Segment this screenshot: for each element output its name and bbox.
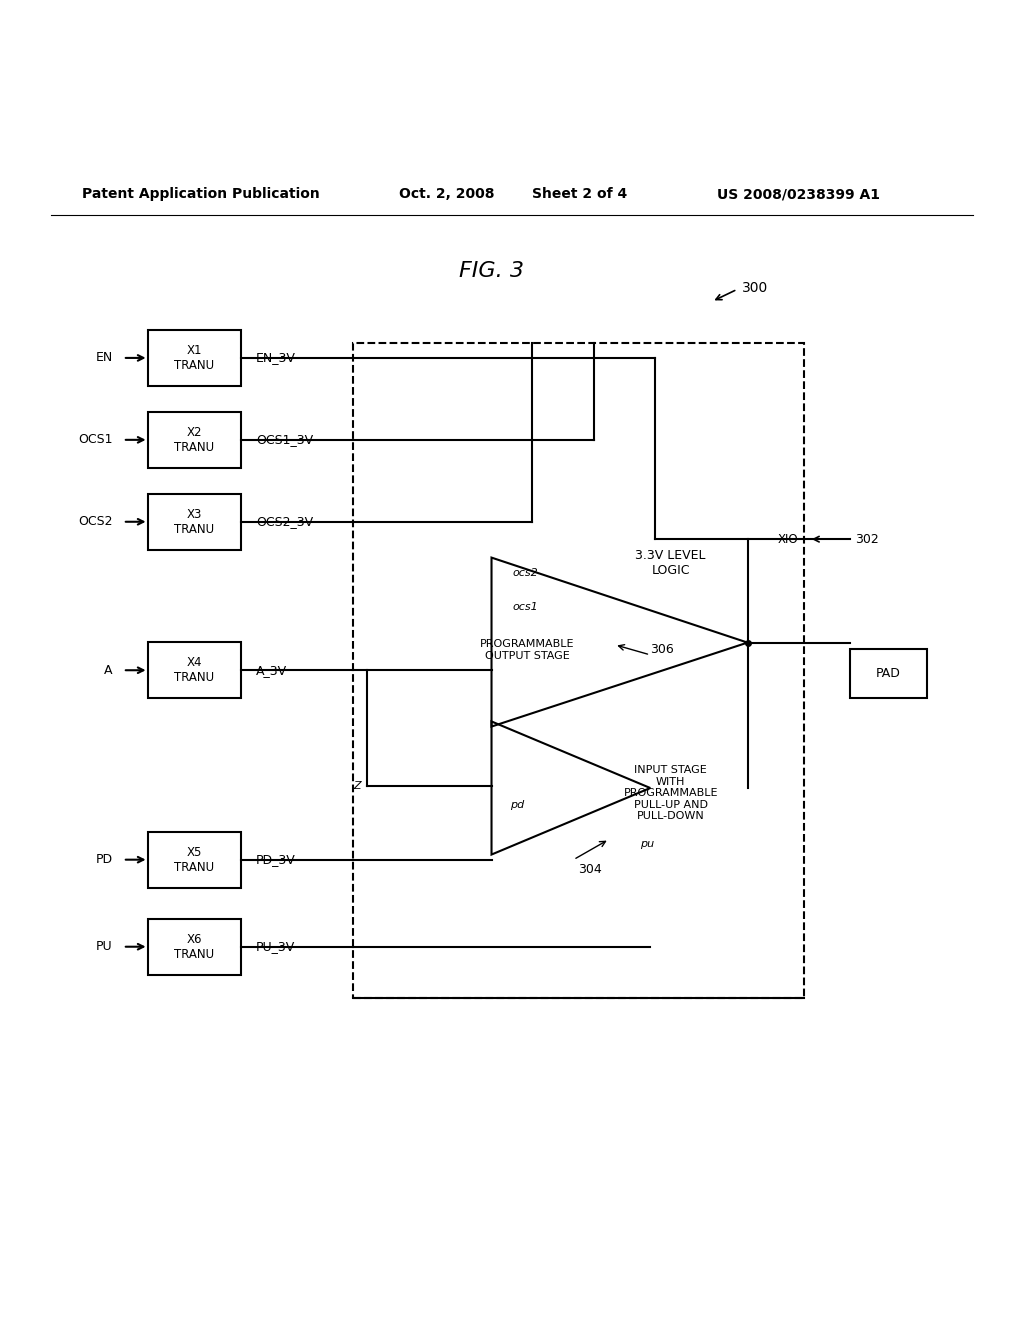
- Text: ocs1: ocs1: [512, 602, 538, 611]
- Text: OCS1_3V: OCS1_3V: [256, 433, 313, 446]
- Text: pu: pu: [640, 840, 654, 849]
- Text: A: A: [104, 664, 113, 677]
- Text: 304: 304: [579, 863, 602, 876]
- FancyBboxPatch shape: [148, 494, 241, 550]
- FancyBboxPatch shape: [148, 330, 241, 385]
- Text: EN_3V: EN_3V: [256, 351, 296, 364]
- Text: A_3V: A_3V: [256, 664, 287, 677]
- Text: X4
TRANU: X4 TRANU: [174, 656, 215, 684]
- FancyBboxPatch shape: [148, 832, 241, 888]
- Text: PD: PD: [95, 853, 113, 866]
- Text: FIG. 3: FIG. 3: [459, 261, 524, 281]
- Text: EN: EN: [95, 351, 113, 364]
- Text: Oct. 2, 2008: Oct. 2, 2008: [399, 187, 495, 201]
- Text: pd: pd: [510, 800, 524, 810]
- Text: OCS2_3V: OCS2_3V: [256, 515, 313, 528]
- Text: X3
TRANU: X3 TRANU: [174, 508, 215, 536]
- Text: X6
TRANU: X6 TRANU: [174, 933, 215, 961]
- Text: PROGRAMMABLE
OUTPUT STAGE: PROGRAMMABLE OUTPUT STAGE: [480, 639, 574, 660]
- Text: Z: Z: [353, 781, 360, 791]
- Text: PU: PU: [96, 940, 113, 953]
- Text: X1
TRANU: X1 TRANU: [174, 345, 215, 372]
- Text: PAD: PAD: [876, 667, 901, 680]
- Text: INPUT STAGE
WITH
PROGRAMMABLE
PULL-UP AND
PULL-DOWN: INPUT STAGE WITH PROGRAMMABLE PULL-UP AN…: [624, 764, 718, 821]
- Text: OCS2: OCS2: [78, 515, 113, 528]
- Text: 300: 300: [742, 281, 769, 296]
- FancyBboxPatch shape: [148, 412, 241, 469]
- Text: 302: 302: [855, 533, 879, 545]
- Text: OCS1: OCS1: [78, 433, 113, 446]
- Text: Sheet 2 of 4: Sheet 2 of 4: [532, 187, 628, 201]
- Text: ocs2: ocs2: [512, 568, 538, 578]
- Text: X2
TRANU: X2 TRANU: [174, 426, 215, 454]
- FancyBboxPatch shape: [850, 648, 927, 698]
- Text: PD_3V: PD_3V: [256, 853, 296, 866]
- Text: Patent Application Publication: Patent Application Publication: [82, 187, 319, 201]
- Text: 3.3V LEVEL
LOGIC: 3.3V LEVEL LOGIC: [636, 549, 706, 577]
- FancyBboxPatch shape: [148, 919, 241, 975]
- FancyBboxPatch shape: [148, 642, 241, 698]
- Text: X5
TRANU: X5 TRANU: [174, 846, 215, 874]
- Text: US 2008/0238399 A1: US 2008/0238399 A1: [717, 187, 880, 201]
- Text: 306: 306: [650, 643, 674, 656]
- Text: PU_3V: PU_3V: [256, 940, 295, 953]
- Text: XIO: XIO: [778, 533, 799, 545]
